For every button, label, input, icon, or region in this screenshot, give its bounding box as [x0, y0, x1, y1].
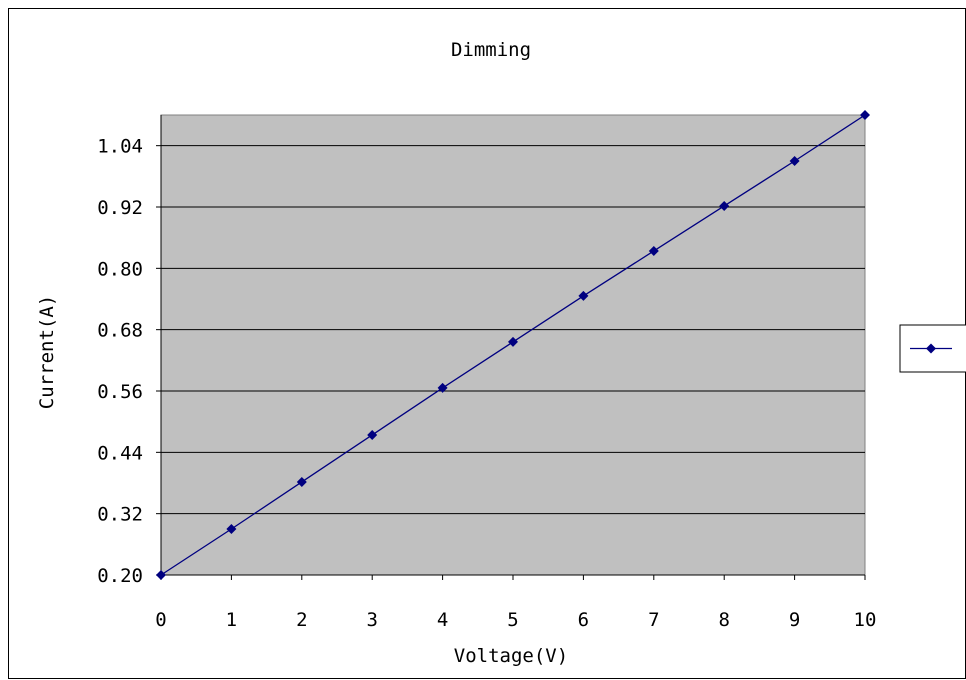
y-tick-label: 0.56 [97, 381, 143, 403]
legend-marker [926, 343, 936, 354]
dimming-chart: Dimming 0.20 0.32 0.44 0.56 0.68 0.80 0.92 1.04… [36, 39, 966, 667]
x-tick-label: 10 [854, 609, 877, 631]
x-tick-label: 0 [155, 609, 166, 631]
data-point [437, 382, 448, 393]
x-tick-label: 4 [437, 609, 448, 631]
x-tick-label: 3 [366, 609, 377, 631]
gridlines [161, 145, 865, 515]
data-point [156, 570, 166, 580]
x-tick-label: 5 [507, 609, 518, 631]
y-tick-label: 0.32 [97, 504, 143, 526]
legend [899, 324, 966, 373]
x-tick-label: 2 [296, 609, 307, 631]
y-tick-label: 0.20 [97, 565, 143, 587]
x-axis-label: Voltage(V) [454, 645, 568, 667]
x-tick-label: 1 [226, 609, 237, 631]
y-tick-label: 0.68 [97, 320, 143, 342]
data-point [578, 290, 589, 301]
data-point [719, 200, 730, 211]
data-point [508, 336, 518, 347]
data-point [367, 429, 378, 440]
y-tick-label: 0.92 [97, 197, 143, 219]
chart-title: Dimming [451, 39, 531, 61]
data-point [296, 476, 307, 487]
data-point [860, 110, 870, 120]
chart-area: Dimming 0.20 0.32 0.44 0.56 0.68 0.80 0.92 1.04… [8, 8, 966, 679]
y-tick-label: 1.04 [97, 136, 143, 158]
y-axis-label: Current(A) [36, 295, 58, 409]
data-point [226, 524, 237, 534]
x-tick-label: 8 [718, 609, 729, 631]
series [156, 110, 870, 580]
data-point [648, 245, 659, 256]
y-tick-label: 0.80 [97, 258, 143, 280]
axes: 0.20 0.32 0.44 0.56 0.68 0.80 0.92 1.04 0 1 2 3 4 5 6 7… [97, 115, 876, 631]
y-tick-label: 0.44 [97, 442, 143, 464]
x-tick-label: 9 [789, 609, 800, 631]
data-point [789, 156, 800, 166]
x-tick-label: 6 [578, 609, 589, 631]
x-tick-label: 7 [648, 609, 659, 631]
